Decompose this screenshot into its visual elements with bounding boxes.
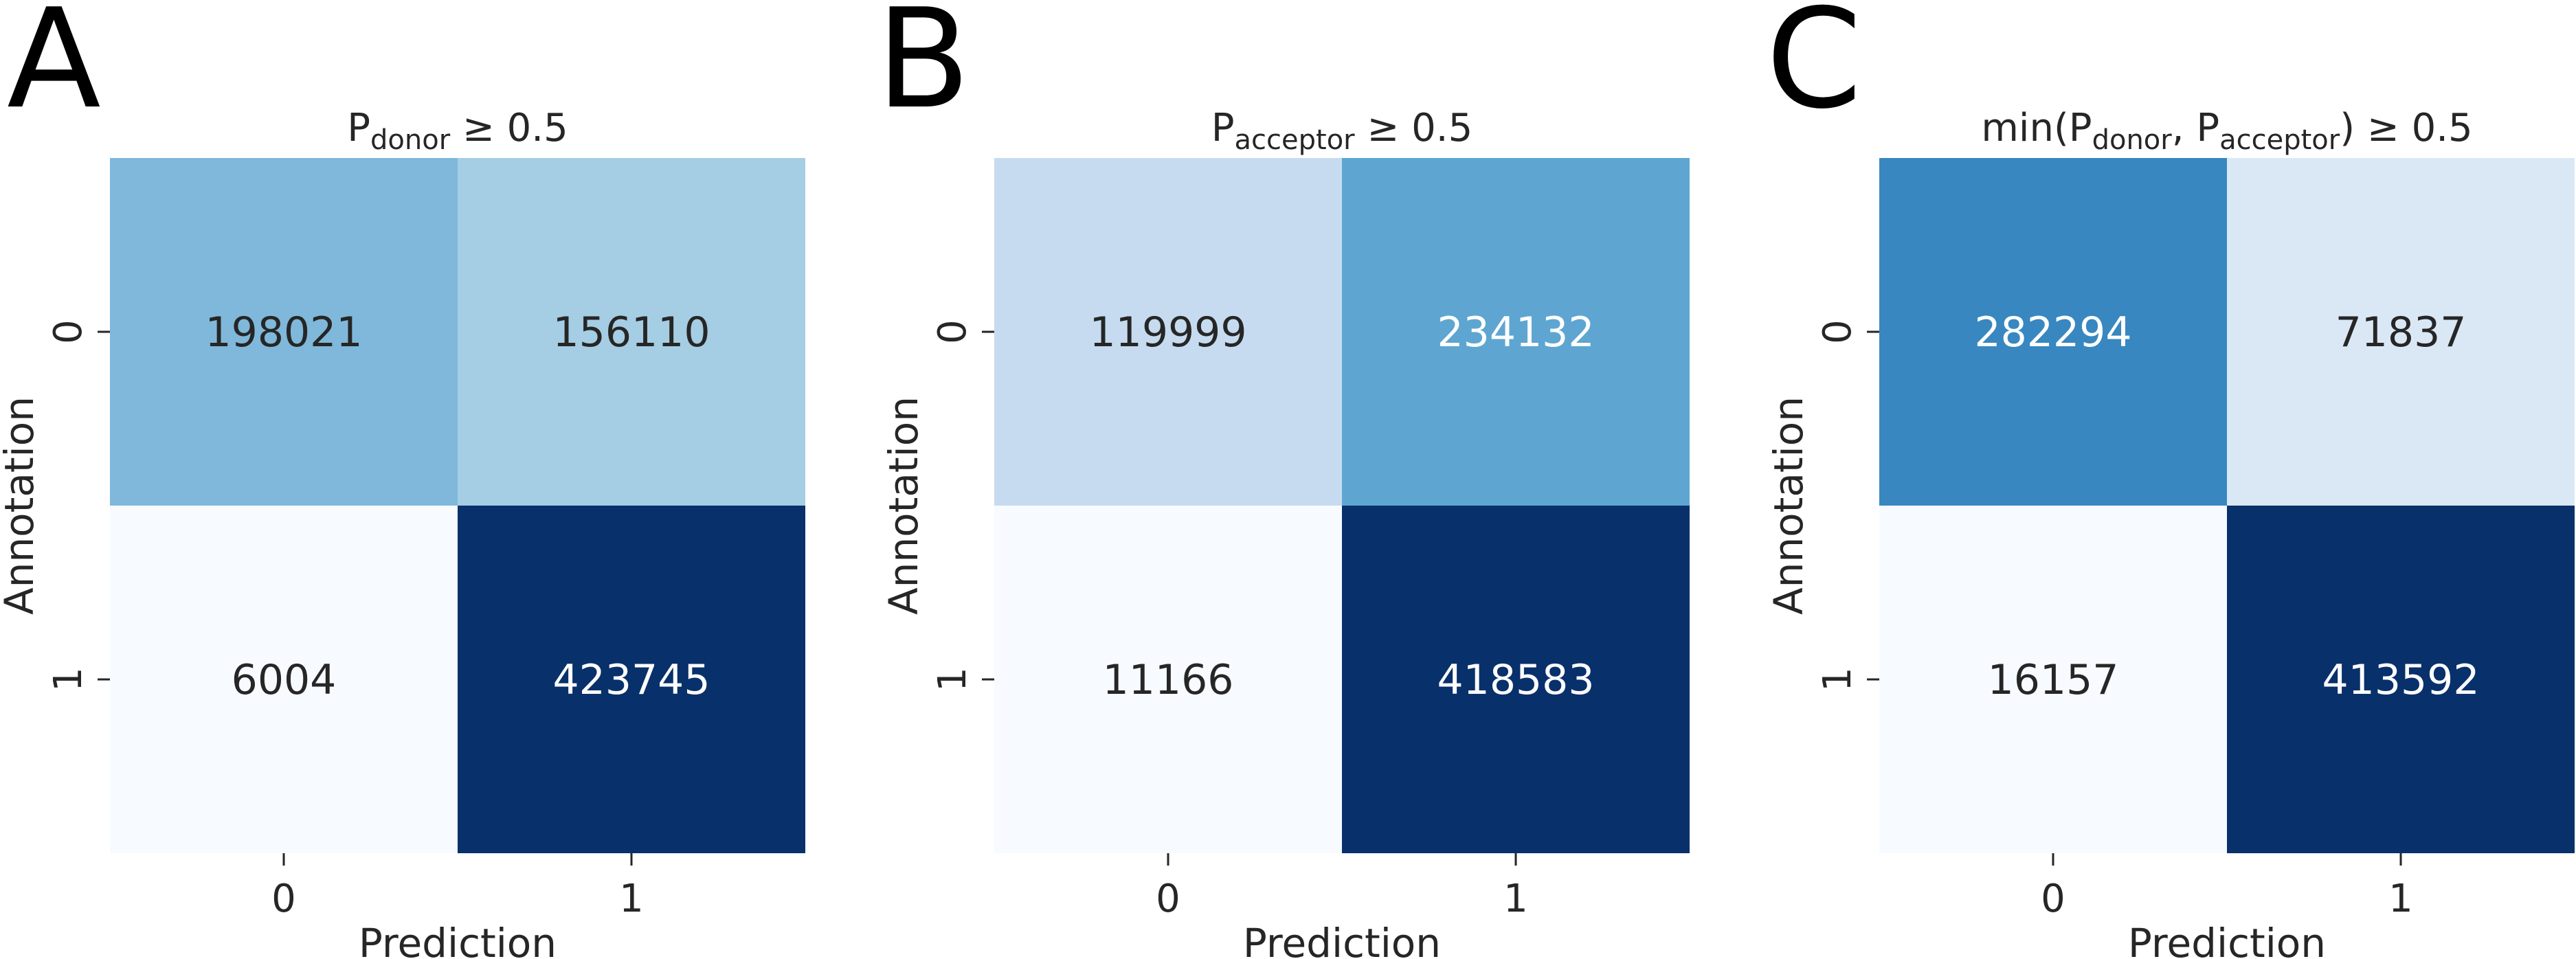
cell-value-label: 198021 xyxy=(205,308,362,357)
y-tick-label: 1 xyxy=(46,667,91,692)
heatmap-cell-r1-c0 xyxy=(1879,506,2227,853)
cell-value-label: 234132 xyxy=(1437,308,1594,357)
cell-value-label: 71837 xyxy=(2336,308,2467,357)
heatmap-cell-r0-c0 xyxy=(994,158,1342,506)
heatmap-cell-r1-c1 xyxy=(458,506,805,853)
y-axis-label: Annotation xyxy=(880,396,927,615)
y-tick-label: 1 xyxy=(1815,667,1860,692)
heatmap-cell-r1-c1 xyxy=(1342,506,1690,853)
cell-value-label: 16157 xyxy=(1988,656,2119,704)
heatmap-cell-r0-c0 xyxy=(1879,158,2227,506)
panel-letter: C xyxy=(1766,0,1862,139)
x-tick-label: 0 xyxy=(1156,877,1180,921)
cell-value-label: 119999 xyxy=(1089,308,1246,357)
heatmap-cell-r0-c1 xyxy=(1342,158,1690,506)
cell-value-label: 413592 xyxy=(2322,656,2479,704)
y-axis-label: Annotation xyxy=(0,396,43,615)
x-tick-label: 0 xyxy=(2041,877,2065,921)
heatmap-cell-r1-c1 xyxy=(2227,506,2575,853)
cell-value-label: 423745 xyxy=(552,656,710,704)
cell-value-label: 6004 xyxy=(232,656,337,704)
x-tick-label: 1 xyxy=(619,877,644,921)
x-tick-label: 0 xyxy=(271,877,296,921)
panel-letter: B xyxy=(876,0,970,139)
x-axis-label: Prediction xyxy=(359,920,557,959)
y-tick-label: 0 xyxy=(46,319,91,344)
y-axis-label: Annotation xyxy=(1765,396,1812,615)
heatmap-cell-r0-c0 xyxy=(110,158,458,506)
y-tick-label: 1 xyxy=(930,667,975,692)
cell-value-label: 11166 xyxy=(1103,656,1234,704)
panel-letter: A xyxy=(7,0,101,139)
heatmap-panel-b: B Pacceptor ≥ 0.5 119999 234132 11166 418583 0… xyxy=(876,0,1690,959)
cell-value-label: 282294 xyxy=(1974,308,2131,357)
heatmap-cell-r0-c1 xyxy=(2227,158,2575,506)
heatmap-panel-a: A Pdonor ≥ 0.5 198021 156110 6004 423745 0 1 0 1 P… xyxy=(0,0,805,959)
x-tick-label: 1 xyxy=(2388,877,2413,921)
x-tick-label: 1 xyxy=(1503,877,1528,921)
y-tick-label: 0 xyxy=(930,319,975,344)
y-tick-label: 0 xyxy=(1815,319,1860,344)
cell-value-label: 156110 xyxy=(552,308,710,357)
heatmap-cell-r1-c0 xyxy=(994,506,1342,853)
x-axis-label: Prediction xyxy=(1243,920,1441,959)
chart-title: Pdonor ≥ 0.5 xyxy=(347,106,568,156)
cell-value-label: 418583 xyxy=(1437,656,1594,704)
chart-title: Pacceptor ≥ 0.5 xyxy=(1211,106,1472,156)
x-axis-label: Prediction xyxy=(2128,920,2326,959)
heatmap-cell-r0-c1 xyxy=(458,158,805,506)
chart-title: min(Pdonor, Pacceptor) ≥ 0.5 xyxy=(1981,106,2472,156)
heatmap-cell-r1-c0 xyxy=(110,506,458,853)
